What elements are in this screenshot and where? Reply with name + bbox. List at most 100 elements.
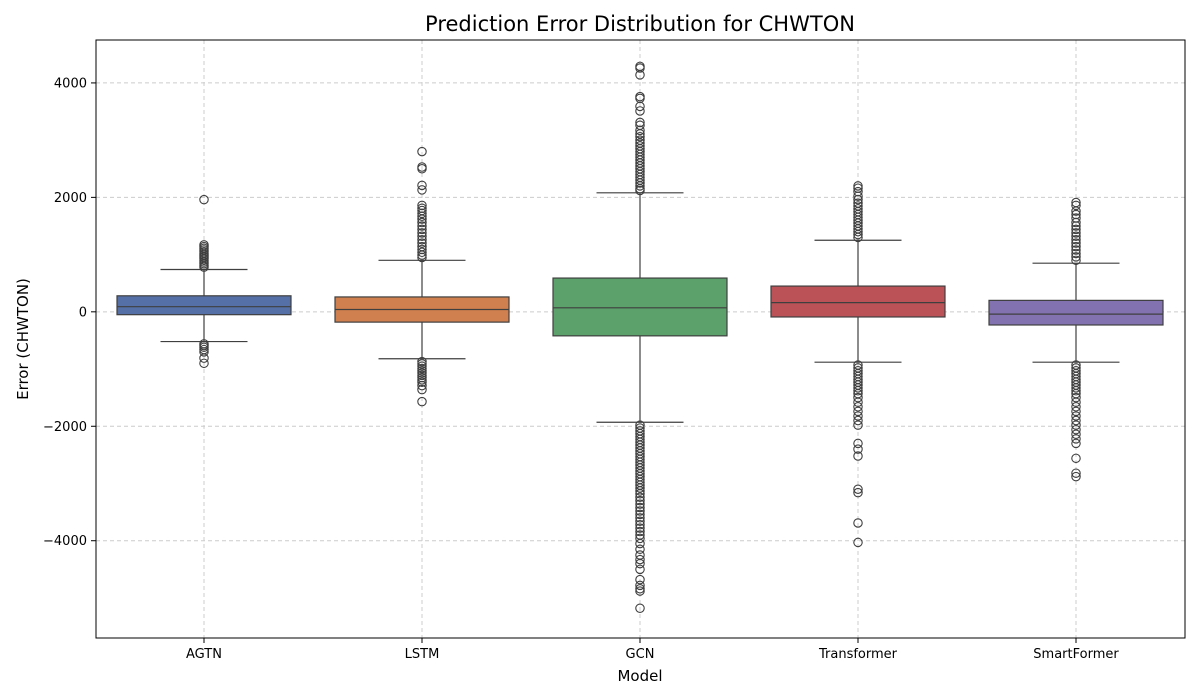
outlier-point <box>1071 241 1081 252</box>
outlier-point <box>853 232 863 243</box>
outlier-point <box>635 554 645 565</box>
outlier-point <box>417 361 427 371</box>
x-tick-label: SmartFormer <box>1033 647 1119 662</box>
outlier-point <box>853 537 863 548</box>
box-series <box>116 61 1164 613</box>
outlier-point <box>1071 238 1081 248</box>
outlier-point <box>417 224 427 235</box>
outlier-point <box>635 519 645 530</box>
outlier-point <box>417 375 427 385</box>
outlier-point <box>1071 206 1081 216</box>
outlier-point <box>635 564 645 575</box>
x-tick-label: LSTM <box>405 647 440 662</box>
outlier-point <box>1071 231 1081 242</box>
outlier-point <box>853 420 863 430</box>
outlier-point <box>417 359 427 369</box>
outlier-point <box>853 402 863 412</box>
outlier-point <box>635 502 645 513</box>
outlier-point <box>635 574 645 585</box>
outlier-point <box>1071 252 1081 262</box>
outlier-point <box>853 444 863 454</box>
outlier-point <box>635 63 645 73</box>
outlier-point <box>1071 415 1081 426</box>
outlier-point <box>417 370 427 381</box>
box-group-smartformer <box>988 197 1164 482</box>
outlier-point <box>417 250 427 260</box>
box-group-agtn <box>116 194 292 369</box>
outlier-point <box>635 495 645 506</box>
outlier-point <box>417 384 427 395</box>
outlier-point <box>635 492 645 502</box>
outlier-point <box>1071 438 1081 449</box>
outlier-point <box>1071 429 1081 440</box>
outlier-point <box>1071 402 1081 412</box>
outlier-point <box>1071 420 1081 430</box>
outlier-point <box>417 231 427 242</box>
outlier-point <box>635 131 645 142</box>
outlier-point <box>853 226 863 237</box>
outlier-point <box>417 356 427 367</box>
outlier-point <box>853 487 863 498</box>
outlier-point <box>635 538 645 549</box>
y-tick-label: 0 <box>79 305 87 320</box>
outlier-point <box>199 353 209 363</box>
iqr-box <box>988 299 1164 326</box>
outlier-point <box>1071 453 1081 464</box>
outlier-point <box>1071 255 1081 266</box>
outlier-point <box>635 499 645 509</box>
outlier-point <box>1071 406 1081 417</box>
outlier-point <box>1071 468 1081 478</box>
outlier-point <box>853 181 863 191</box>
x-tick-label: AGTN <box>186 647 222 662</box>
outlier-point <box>1071 221 1081 231</box>
outlier-point <box>417 164 427 174</box>
outlier-point <box>199 358 209 369</box>
outlier-point <box>1071 245 1081 255</box>
outlier-point <box>635 513 645 523</box>
chart-title: Prediction Error Distribution for CHWTON <box>425 12 855 36</box>
outlier-point <box>635 526 645 537</box>
outlier-point <box>417 368 427 378</box>
outlier-point <box>635 129 645 139</box>
outlier-point <box>635 558 645 569</box>
y-tick-label: −2000 <box>43 420 87 435</box>
y-axis-ticks: 4000 2000 0 −2000 −4000 <box>43 76 96 549</box>
outlier-point <box>635 506 645 516</box>
outlier-point <box>853 392 863 403</box>
outlier-point <box>1071 397 1081 407</box>
outlier-point <box>1071 471 1081 482</box>
outlier-point <box>199 347 209 357</box>
box-group-transformer <box>770 181 946 548</box>
outlier-point <box>853 194 863 205</box>
outlier-point <box>417 363 427 374</box>
outlier-point <box>635 489 645 499</box>
outlier-point <box>635 486 645 496</box>
outlier-point <box>199 262 209 272</box>
outlier-point <box>417 228 427 238</box>
y-axis-label: Error (CHWTON) <box>14 278 32 400</box>
outlier-point <box>1071 234 1081 245</box>
iqr-box <box>770 285 946 318</box>
outlier-point <box>417 180 427 191</box>
outlier-point <box>417 146 427 157</box>
box-group-gcn <box>552 61 728 613</box>
iqr-box <box>116 295 292 316</box>
outlier-point <box>635 483 645 493</box>
outlier-point <box>635 580 645 591</box>
outlier-point <box>417 217 427 228</box>
outlier-point <box>1071 434 1081 444</box>
x-tick-label: GCN <box>626 647 655 662</box>
outlier-point <box>853 451 863 461</box>
outlier-point <box>417 366 427 376</box>
outlier-point <box>635 185 645 196</box>
outlier-point <box>853 386 863 396</box>
outlier-point <box>417 247 427 258</box>
outlier-point <box>417 221 427 231</box>
outlier-point <box>1071 383 1081 393</box>
outlier-point <box>635 70 645 80</box>
outlier-point <box>417 208 427 219</box>
y-tick-label: −4000 <box>43 534 87 549</box>
outlier-point <box>853 406 863 417</box>
outlier-point <box>417 238 427 248</box>
